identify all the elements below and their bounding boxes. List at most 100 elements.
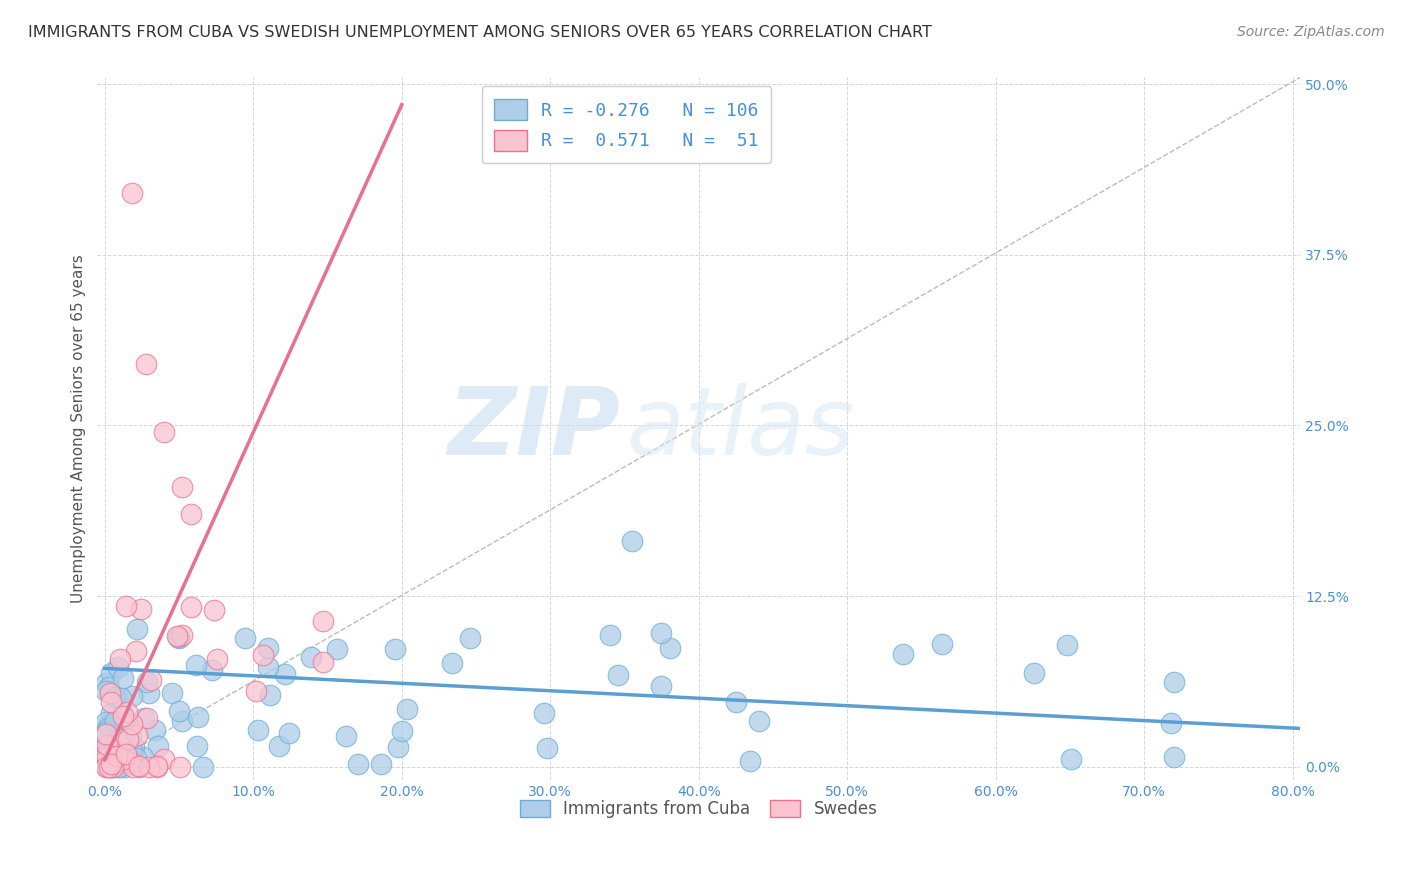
Point xyxy=(650,679,672,693)
Point xyxy=(96,731,118,745)
Point xyxy=(180,507,202,521)
Point xyxy=(114,723,136,737)
Point xyxy=(245,684,267,698)
Point xyxy=(725,695,748,709)
Point xyxy=(658,640,681,655)
Point xyxy=(96,738,118,752)
Point xyxy=(167,704,190,718)
Point xyxy=(121,186,143,201)
Point xyxy=(105,735,128,749)
Point xyxy=(1060,752,1083,766)
Point xyxy=(97,759,120,773)
Point xyxy=(96,750,118,764)
Point xyxy=(370,757,392,772)
Point xyxy=(96,759,118,773)
Point xyxy=(135,674,157,689)
Point xyxy=(96,714,118,729)
Point xyxy=(931,637,953,651)
Point xyxy=(114,759,136,773)
Point xyxy=(108,759,131,773)
Point xyxy=(98,759,121,773)
Point xyxy=(103,748,125,763)
Point xyxy=(105,748,128,763)
Point xyxy=(138,759,160,773)
Point xyxy=(98,751,121,765)
Point xyxy=(136,711,159,725)
Point xyxy=(257,660,280,674)
Point xyxy=(346,756,368,771)
Point xyxy=(135,357,157,371)
Point xyxy=(103,733,125,747)
Point xyxy=(125,644,148,658)
Point xyxy=(246,723,269,737)
Point xyxy=(104,748,127,763)
Legend: Immigrants from Cuba, Swedes: Immigrants from Cuba, Swedes xyxy=(513,793,884,825)
Point xyxy=(96,727,118,741)
Point xyxy=(96,746,118,760)
Point xyxy=(384,642,406,657)
Point xyxy=(98,722,121,736)
Point xyxy=(100,686,122,700)
Point xyxy=(536,741,558,756)
Point xyxy=(132,750,155,764)
Point xyxy=(299,650,322,665)
Point xyxy=(128,759,150,773)
Point xyxy=(1056,638,1078,652)
Point xyxy=(143,723,166,737)
Point xyxy=(96,683,118,698)
Point xyxy=(101,759,124,773)
Text: atlas: atlas xyxy=(627,384,855,475)
Point xyxy=(101,736,124,750)
Point xyxy=(112,714,135,729)
Point xyxy=(97,718,120,732)
Point xyxy=(124,751,146,765)
Point xyxy=(108,652,131,666)
Point xyxy=(110,690,132,705)
Point xyxy=(169,759,191,773)
Point xyxy=(1163,750,1185,764)
Point xyxy=(387,739,409,754)
Point xyxy=(107,660,129,674)
Y-axis label: Unemployment Among Seniors over 65 years: Unemployment Among Seniors over 65 years xyxy=(72,254,86,603)
Point xyxy=(105,740,128,755)
Point xyxy=(121,717,143,731)
Point xyxy=(103,734,125,748)
Point xyxy=(103,690,125,705)
Point xyxy=(312,614,335,628)
Point xyxy=(152,752,174,766)
Point xyxy=(115,705,138,719)
Point xyxy=(252,648,274,663)
Point xyxy=(129,602,152,616)
Point xyxy=(391,723,413,738)
Point xyxy=(101,747,124,761)
Point xyxy=(110,737,132,751)
Point xyxy=(110,736,132,750)
Point xyxy=(620,534,643,549)
Point xyxy=(607,668,630,682)
Point xyxy=(96,759,118,773)
Point xyxy=(1160,715,1182,730)
Point xyxy=(146,759,169,773)
Point xyxy=(105,739,128,753)
Point xyxy=(274,667,297,681)
Point xyxy=(103,759,125,773)
Point xyxy=(96,759,118,773)
Point xyxy=(107,759,129,773)
Point xyxy=(111,736,134,750)
Point xyxy=(108,731,131,746)
Point xyxy=(160,686,183,700)
Point xyxy=(1163,675,1185,690)
Point xyxy=(101,756,124,771)
Point xyxy=(180,600,202,615)
Point xyxy=(325,642,347,657)
Point xyxy=(278,726,301,740)
Point xyxy=(96,747,118,762)
Point xyxy=(748,714,770,729)
Point xyxy=(269,739,291,754)
Point xyxy=(97,739,120,753)
Point xyxy=(738,754,761,768)
Point xyxy=(191,759,214,773)
Point xyxy=(1022,666,1045,681)
Point xyxy=(650,626,672,640)
Point xyxy=(96,723,118,738)
